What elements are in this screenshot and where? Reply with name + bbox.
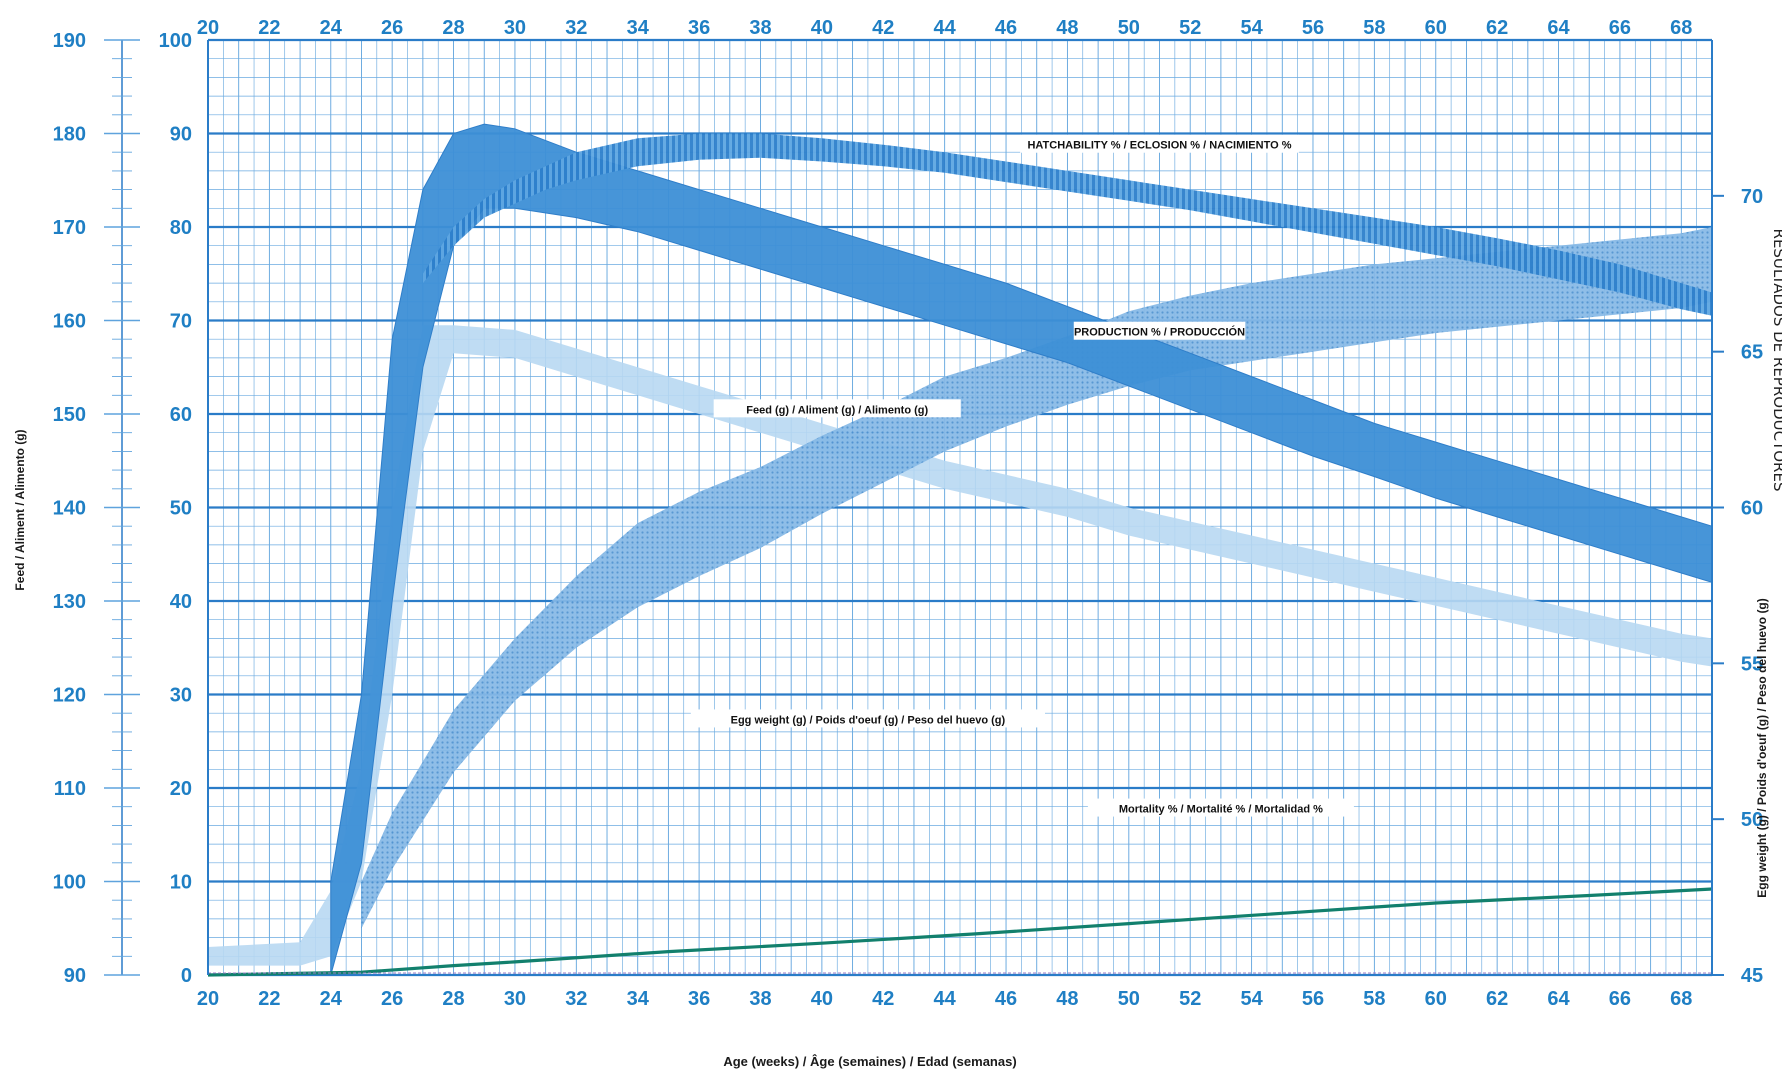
feed-tick-label: 130: [53, 591, 86, 613]
x-tick-label-bottom: 68: [1670, 988, 1692, 1010]
x-tick-label-top: 54: [1240, 17, 1263, 39]
x-tick-label-bottom: 20: [197, 988, 219, 1010]
x-tick-label-bottom: 56: [1302, 988, 1324, 1010]
hatchability-label-bg: [1020, 134, 1299, 153]
x-tick-label-top: 64: [1547, 17, 1570, 39]
x-tick-label-top: 56: [1302, 17, 1324, 39]
x-tick-label-bottom: 32: [565, 988, 587, 1010]
percent-tick-label: 10: [170, 872, 192, 894]
feed-g-label-bg: [713, 399, 961, 418]
egg-weight-tick-label: 60: [1741, 498, 1763, 520]
series-labels: HATCHABILITY % / ECLOSION % / NACIMIENTO…: [690, 134, 1354, 817]
x-tick-label-top: 26: [381, 17, 403, 39]
egg-weight-g-label: Egg weight (g) / Poids d'oeuf (g) / Peso…: [731, 714, 1006, 726]
x-tick-label-bottom: 42: [872, 988, 894, 1010]
x-tick-label-bottom: 46: [995, 988, 1017, 1010]
x-tick-label-bottom: 60: [1425, 988, 1447, 1010]
x-tick-label-bottom: 48: [1056, 988, 1078, 1010]
feed-tick-label: 90: [64, 965, 86, 987]
x-tick-label-top: 66: [1609, 17, 1631, 39]
x-tick-label-top: 52: [1179, 17, 1201, 39]
percent-tick-label: 100: [159, 30, 192, 52]
feed-tick-label: 110: [54, 778, 86, 800]
egg-weight-tick-label: 65: [1741, 342, 1763, 364]
feed-tick-label: 180: [53, 124, 86, 146]
percent-tick-label: 70: [170, 311, 192, 333]
egg-weight-axis-title: Egg weight (g) / Poids d'oeuf (g) / Peso…: [1755, 598, 1769, 898]
x-tick-label-top: 42: [872, 17, 894, 39]
x-tick-label-bottom: 36: [688, 988, 710, 1010]
mortality-label-bg: [1087, 798, 1354, 817]
mortality-label: Mortality % / Mortalité % / Mortalidad %: [1119, 804, 1323, 816]
feed-tick-label: 140: [53, 498, 86, 520]
x-tick-label-bottom: 64: [1547, 988, 1570, 1010]
production-label-bg: [1073, 321, 1246, 340]
egg-weight-tick-label: 50: [1741, 809, 1763, 831]
feed-tick-label: 150: [53, 404, 86, 426]
feed-tick-label: 170: [53, 217, 86, 239]
x-tick-label-top: 38: [749, 17, 771, 39]
mortality-line: [207, 887, 1713, 977]
x-tick-label-bottom: 34: [627, 988, 650, 1010]
x-tick-label-bottom: 26: [381, 988, 403, 1010]
x-tick-label-bottom: 66: [1609, 988, 1631, 1010]
egg-weight-tick-label: 70: [1741, 186, 1763, 208]
egg-weight-tick-label: 55: [1741, 653, 1763, 675]
x-tick-label-bottom: 28: [442, 988, 464, 1010]
x-tick-label-bottom: 22: [258, 988, 280, 1010]
feed-tick-label: 120: [53, 685, 86, 707]
percent-tick-label: 30: [170, 685, 192, 707]
x-tick-label-bottom: 54: [1240, 988, 1263, 1010]
x-tick-label-top: 40: [811, 17, 833, 39]
percent-tick-label: 80: [170, 217, 192, 239]
percent-tick-label: 90: [170, 124, 192, 146]
side-title: RESULTADOS DE REPRODUCTORES: [1770, 229, 1782, 492]
feed-tick-label: 160: [53, 311, 86, 333]
production-label: PRODUCTION % / PRODUCCIÓN: [1074, 326, 1245, 339]
x-tick-label-bottom: 50: [1118, 988, 1140, 1010]
x-tick-label-top: 30: [504, 17, 526, 39]
x-tick-label-bottom: 24: [320, 988, 343, 1010]
x-tick-label-top: 28: [442, 17, 464, 39]
egg-weight-g-band: [361, 227, 1712, 929]
x-tick-label-bottom: 40: [811, 988, 833, 1010]
percent-tick-label: 20: [170, 778, 192, 800]
feed-axis-ruler: [104, 39, 140, 976]
x-tick-label-top: 68: [1670, 17, 1692, 39]
x-tick-label-top: 34: [627, 17, 650, 39]
axes-layer: 20 20 22 22 24 24 26 26 28 28 30 30 32 32 34 34 36 36 38 38…: [53, 17, 1764, 1010]
egg-weight-g-label-bg: [690, 709, 1046, 728]
x-tick-label-top: 20: [197, 17, 219, 39]
percent-tick-label: 0: [181, 965, 192, 987]
percent-tick-label: 40: [170, 591, 192, 613]
series-layer: [207, 123, 1713, 977]
x-tick-label-bottom: 38: [749, 988, 771, 1010]
x-tick-label-top: 22: [258, 17, 280, 39]
feed-g-label: Feed (g) / Aliment (g) / Alimento (g): [746, 404, 928, 416]
x-tick-label-top: 58: [1363, 17, 1385, 39]
x-tick-label-top: 36: [688, 17, 710, 39]
x-tick-label-top: 32: [565, 17, 587, 39]
x-tick-label-bottom: 30: [504, 988, 526, 1010]
x-tick-label-top: 48: [1056, 17, 1078, 39]
hatchability-label: HATCHABILITY % / ECLOSION % / NACIMIENTO…: [1027, 140, 1291, 152]
x-tick-label-top: 24: [320, 17, 343, 39]
x-tick-label-top: 60: [1425, 17, 1447, 39]
egg-weight-tick-label: 45: [1741, 965, 1763, 987]
x-tick-label-bottom: 44: [934, 988, 957, 1010]
x-axis-title: Age (weeks) / Âge (semaines) / Edad (sem…: [723, 1054, 1016, 1069]
percent-tick-label: 60: [170, 404, 192, 426]
x-tick-label-top: 62: [1486, 17, 1508, 39]
x-tick-label-bottom: 58: [1363, 988, 1385, 1010]
feed-axis-title: Feed / Aliment / Alimento (g): [13, 429, 27, 590]
feed-tick-label: 100: [53, 872, 86, 894]
percent-tick-label: 50: [170, 498, 192, 520]
x-tick-label-bottom: 52: [1179, 988, 1201, 1010]
x-tick-label-top: 46: [995, 17, 1017, 39]
x-tick-label-top: 44: [934, 17, 957, 39]
x-tick-label-bottom: 62: [1486, 988, 1508, 1010]
feed-tick-label: 190: [53, 30, 86, 52]
x-tick-label-top: 50: [1118, 17, 1140, 39]
